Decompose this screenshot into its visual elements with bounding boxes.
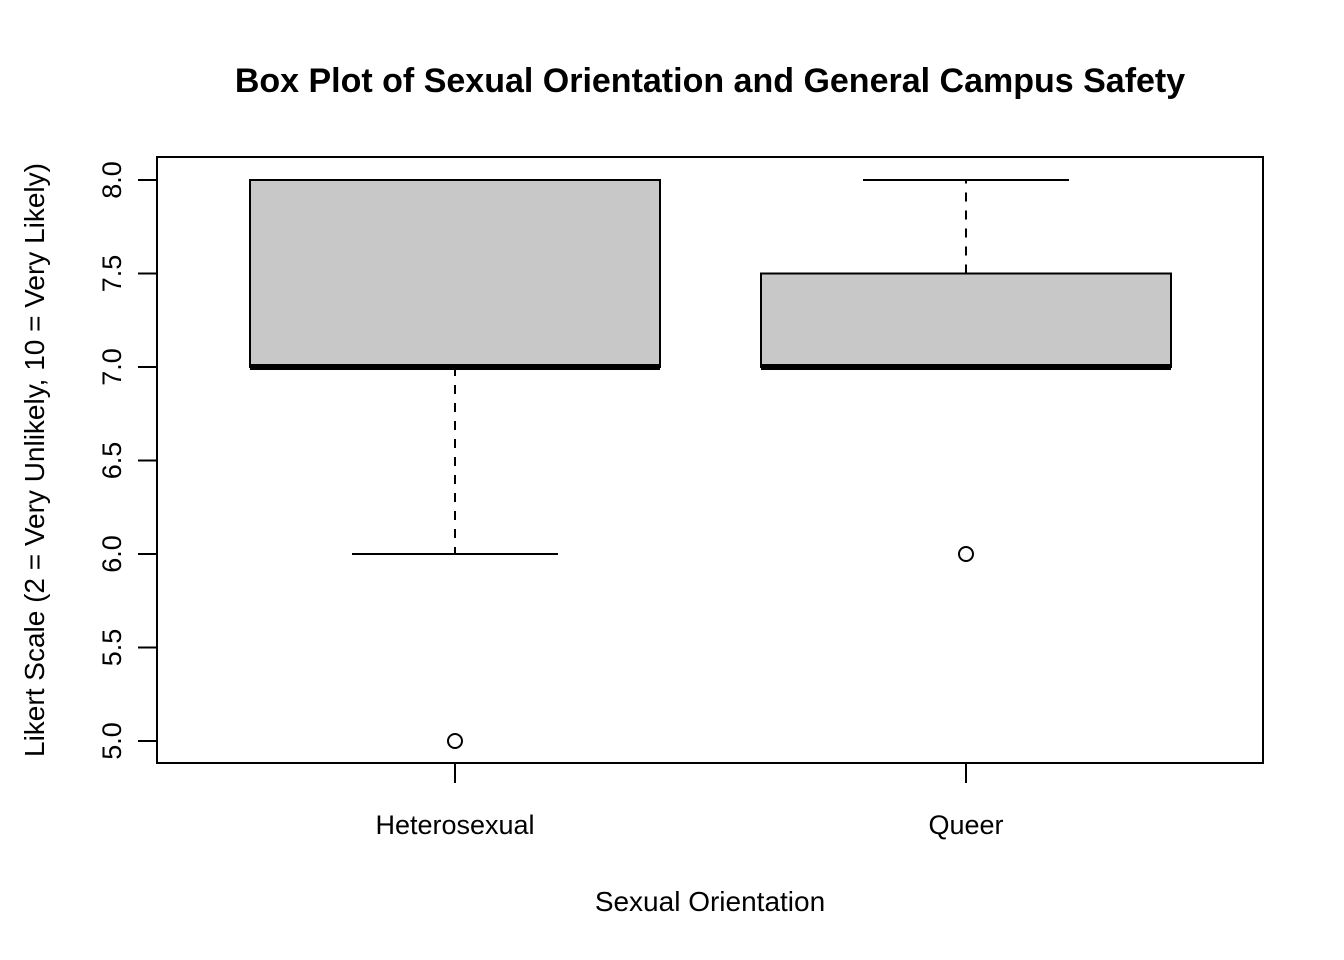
x-tick-label: Queer	[928, 810, 1003, 840]
y-tick-label: 6.0	[97, 535, 127, 573]
y-tick-label: 5.0	[97, 722, 127, 760]
outlier-point	[447, 733, 463, 749]
outlier-point	[958, 546, 974, 562]
y-tick-label: 5.5	[97, 629, 127, 667]
box-queer	[760, 179, 1172, 562]
y-tick-label: 8.0	[97, 161, 127, 199]
x-tick-label: Heterosexual	[375, 810, 534, 840]
y-tick-label: 7.5	[97, 255, 127, 293]
box-heterosexual	[249, 179, 661, 749]
chart-title: Box Plot of Sexual Orientation and Gener…	[235, 62, 1185, 100]
x-axis: Heterosexual Queer	[375, 763, 1004, 840]
x-axis-label: Sexual Orientation	[595, 886, 825, 917]
iqr-box	[760, 272, 1172, 368]
y-tick-label: 6.5	[97, 442, 127, 480]
y-axis: 5.0 5.5 6.0 6.5 7.0 7.5 8.0	[97, 161, 158, 760]
y-axis-label: Likert Scale (2 = Very Unlikely, 10 = Ve…	[19, 163, 50, 757]
y-tick-label: 7.0	[97, 348, 127, 386]
iqr-box	[249, 179, 661, 368]
boxes-group	[249, 179, 1172, 749]
